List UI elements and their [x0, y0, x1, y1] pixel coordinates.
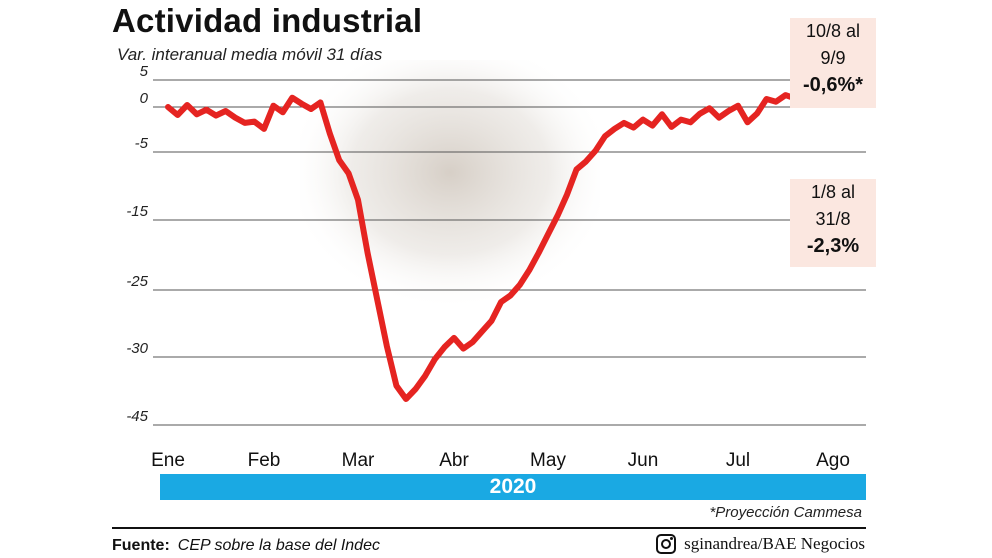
y-tick-label: -5 — [135, 135, 149, 152]
y-tick-label: -30 — [126, 340, 148, 357]
source-label: Fuente: — [112, 537, 170, 554]
x-tick-label: Mar — [342, 450, 375, 471]
line-chart: 5 0 -5 -15 -25 -30 -45 Ene Feb Mar Abr May Jun Jul Ago — [126, 60, 874, 471]
projection-note: *Proyección Cammesa — [709, 504, 862, 521]
source-text: CEP sobre la base del Indec — [177, 537, 380, 554]
footer-divider — [112, 527, 866, 529]
source-line: Fuente: CEP sobre la base del Indec — [112, 537, 380, 555]
x-tick-label: Jun — [628, 450, 659, 471]
callout-latest-period: 10/8 al 9/9 -0,6%* — [790, 18, 876, 108]
x-tick-label: Feb — [248, 450, 281, 471]
callout-period-line1: 1/8 al — [810, 182, 856, 202]
x-tick-label: May — [530, 450, 566, 471]
year-bar: 2020 — [160, 474, 866, 500]
instagram-icon — [656, 534, 677, 554]
x-tick-label: Abr — [439, 450, 469, 471]
series-line — [165, 90, 874, 402]
y-tick-label: 5 — [140, 63, 149, 80]
y-tick-label: 0 — [140, 90, 149, 107]
callout-value: -0,6%* — [802, 74, 864, 96]
credit-line: sginandrea/BAE Negocios — [656, 534, 865, 554]
credit-text: sginandrea/BAE Negocios — [684, 534, 865, 553]
callout-value: -2,3% — [806, 235, 860, 257]
callout-period-line2: 31/8 — [815, 209, 851, 229]
x-tick-label: Ago — [816, 450, 850, 471]
background-photo — [300, 60, 600, 310]
chart-subtitle: Var. interanual media móvil 31 días — [117, 45, 383, 64]
y-tick-label: -15 — [126, 203, 148, 220]
x-tick-label: Jul — [726, 450, 750, 471]
callout-period-line2: 9/9 — [820, 48, 846, 68]
x-tick-label: Ene — [151, 450, 185, 471]
chart-title: Actividad industrial — [112, 2, 423, 39]
callout-period-line1: 10/8 al — [805, 21, 861, 41]
callout-august-period: 1/8 al 31/8 -2,3% — [790, 179, 876, 267]
y-tick-label: -25 — [126, 273, 148, 290]
y-tick-label: -45 — [126, 408, 148, 425]
